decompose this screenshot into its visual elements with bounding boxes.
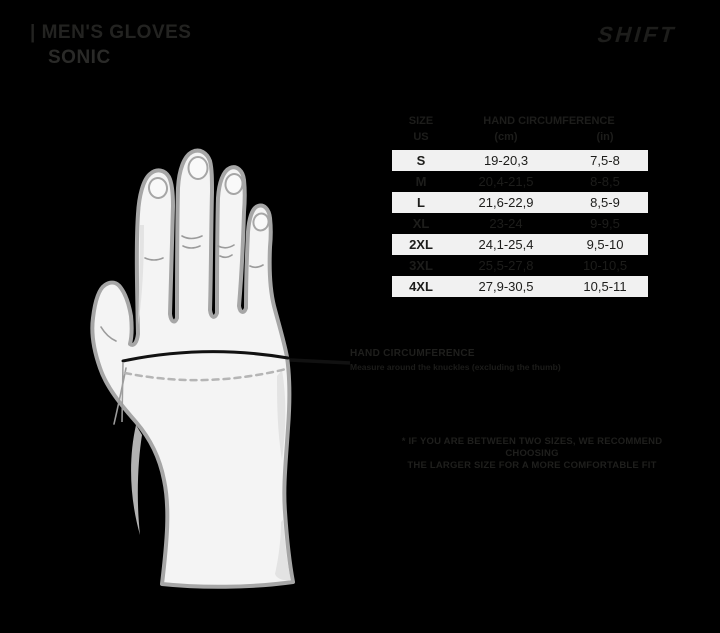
in-cell: 8-8,5 (590, 174, 620, 189)
hand-svg (90, 148, 351, 589)
header-unit-cm: (cm) (494, 131, 518, 143)
table-row: 2XL 24,1-25,4 9,5-10 (392, 234, 648, 255)
cm-cell: 20,4-21,5 (478, 174, 534, 189)
size-cell: 3XL (409, 258, 433, 273)
in-cell: 9,5-10 (586, 237, 624, 252)
size-table: SIZE HAND CIRCUMFERENCE US (cm) (in) S 1… (392, 113, 648, 297)
table-row: S 19-20,3 7,5-8 (392, 150, 648, 171)
header-size: SIZE (408, 115, 434, 127)
in-cell: 8,5-9 (590, 195, 620, 210)
measurement-line-solid (121, 350, 290, 363)
leader-line (289, 358, 351, 365)
header-circumference: HAND CIRCUMFERENCE (483, 115, 615, 127)
size-cell: 4XL (409, 279, 433, 294)
measurement-drop-line (121, 361, 124, 423)
category-label: | MEN'S GLOVES (30, 22, 192, 43)
cm-cell: 23-24 (489, 216, 523, 231)
cm-cell: 19-20,3 (483, 153, 529, 168)
hand-shading (131, 225, 291, 581)
cm-cell: 21,6-22,9 (478, 195, 534, 210)
in-cell: 10-10,5 (582, 258, 628, 273)
in-cell: 10,5-11 (583, 279, 627, 294)
measurement-line-dashed (123, 367, 288, 382)
size-cell: M (415, 174, 427, 189)
in-cell: 9-9,5 (590, 216, 620, 231)
cm-cell: 25,5-27,8 (478, 258, 534, 273)
footnote: * IF YOU ARE BETWEEN TWO SIZES, WE RECOM… (388, 436, 676, 472)
page-title: | MEN'S GLOVES SONIC (30, 22, 191, 69)
footnote-line1: * IF YOU ARE BETWEEN TWO SIZES, WE RECOM… (401, 436, 663, 459)
table-row: M 20,4-21,5 8-8,5 (392, 171, 648, 192)
measurement-annotation-title: HAND CIRCUMFERENCE (350, 348, 475, 359)
table-row: L 21,6-22,9 8,5-9 (392, 192, 648, 213)
table-row: 4XL 27,9-30,5 10,5-11 (392, 276, 648, 297)
size-cell: L (417, 195, 425, 210)
table-row: 3XL 25,5-27,8 10-10,5 (392, 255, 648, 276)
measurement-annotation: HAND CIRCUMFERENCE Measure around the kn… (350, 348, 580, 372)
measurement-annotation-subtitle: Measure around the knuckles (excluding t… (350, 362, 561, 372)
size-table-body: S 19-20,3 7,5-8 M 20,4-21,5 8-8,5 L 21,6… (392, 150, 648, 297)
product-name: SONIC (48, 47, 111, 68)
size-cell: XL (412, 216, 430, 231)
header-unit-in: (in) (596, 131, 614, 143)
cm-cell: 24,1-25,4 (478, 237, 534, 252)
size-cell: S (416, 153, 426, 168)
header-size-unit: US (413, 131, 429, 143)
hand-illustration (70, 130, 370, 590)
brand-logo: SHIFT (595, 22, 681, 47)
fingernails (147, 156, 270, 232)
size-table-header: SIZE HAND CIRCUMFERENCE US (cm) (in) (392, 113, 648, 145)
footnote-line2: THE LARGER SIZE FOR A MORE COMFORTABLE F… (407, 460, 657, 471)
cm-cell: 27,9-30,5 (478, 279, 534, 294)
in-cell: 7,5-8 (590, 153, 620, 168)
size-cell: 2XL (409, 237, 433, 252)
table-row: XL 23-24 9-9,5 (392, 213, 648, 234)
